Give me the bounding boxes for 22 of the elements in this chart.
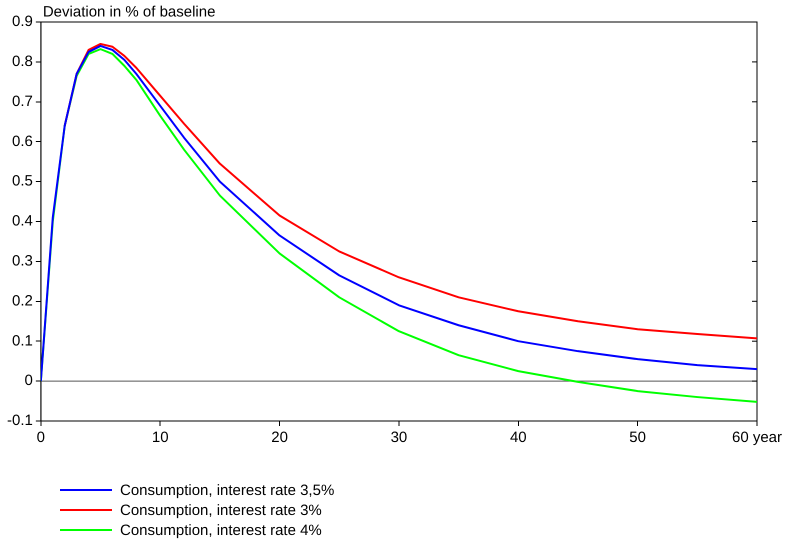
x-tick-label: 20: [271, 429, 288, 446]
y-tick-label: 0.9: [12, 13, 33, 30]
y-tick-label: -0.1: [6, 412, 33, 430]
y-tick-label: 0.3: [12, 252, 33, 270]
x-tick-label: 0: [36, 429, 46, 446]
y-tick-label: 0: [24, 372, 33, 390]
x-tick-label: 30: [390, 429, 408, 446]
y-tick-label: 0.8: [12, 53, 33, 70]
y-tick-label: 0.2: [12, 292, 33, 310]
y-tick-label: 0.4: [12, 212, 33, 230]
x-tick-label: 40: [510, 429, 527, 446]
legend-label: Consumption, interest rate 4%: [120, 522, 322, 538]
y-tick-label: 0.7: [12, 92, 33, 110]
y-axis-title: Deviation in % of baseline: [42, 4, 216, 21]
y-tick-label: 0.6: [12, 132, 33, 150]
y-tick-label: 0.5: [12, 172, 33, 190]
y-tick-label: 0.1: [12, 332, 33, 350]
x-tick-label: 60 year: [732, 429, 782, 446]
legend-label: Consumption, interest rate 3,5%: [120, 482, 334, 498]
x-tick-label: 50: [629, 429, 646, 446]
x-tick-label: 10: [152, 429, 169, 446]
legend-label: Consumption, interest rate 3%: [120, 502, 322, 518]
